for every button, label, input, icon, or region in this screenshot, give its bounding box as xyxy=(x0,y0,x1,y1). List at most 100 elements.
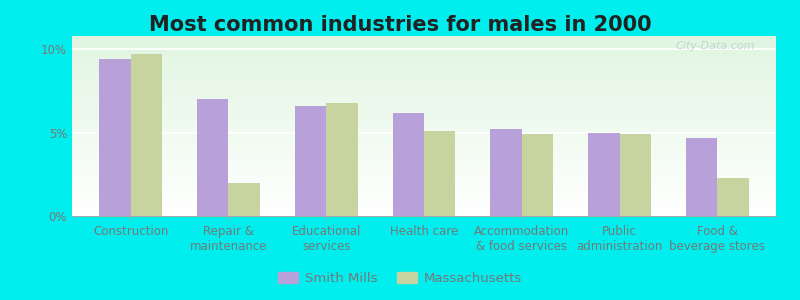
Bar xyxy=(72,153,776,155)
Bar xyxy=(72,58,776,59)
Bar xyxy=(72,131,776,133)
Bar xyxy=(72,54,776,56)
Bar xyxy=(72,92,776,94)
Bar xyxy=(72,176,776,178)
Bar xyxy=(72,160,776,162)
Bar xyxy=(72,205,776,207)
Bar xyxy=(72,173,776,175)
Bar xyxy=(72,162,776,164)
Bar xyxy=(72,85,776,86)
Bar xyxy=(72,119,776,121)
Bar xyxy=(72,68,776,70)
Bar xyxy=(72,164,776,166)
Bar xyxy=(72,113,776,115)
Bar xyxy=(72,140,776,142)
Bar xyxy=(72,185,776,187)
Bar xyxy=(229,183,260,216)
Bar xyxy=(72,121,776,122)
Bar xyxy=(197,99,229,216)
Bar xyxy=(72,117,776,119)
Bar xyxy=(72,77,776,79)
Bar xyxy=(72,40,776,41)
Bar xyxy=(72,198,776,200)
Bar xyxy=(72,56,776,58)
Bar xyxy=(393,113,424,216)
Bar xyxy=(72,124,776,126)
Bar xyxy=(72,99,776,101)
Bar xyxy=(72,157,776,158)
Bar xyxy=(619,134,651,216)
Bar xyxy=(72,196,776,198)
Bar xyxy=(72,88,776,90)
Bar xyxy=(72,175,776,176)
Bar xyxy=(72,133,776,135)
Bar xyxy=(72,146,776,148)
Bar xyxy=(72,200,776,202)
Bar xyxy=(72,189,776,191)
Bar xyxy=(72,209,776,211)
Bar xyxy=(686,138,718,216)
Bar xyxy=(72,144,776,146)
Bar xyxy=(72,193,776,194)
Bar xyxy=(72,103,776,104)
Bar xyxy=(72,142,776,144)
Bar xyxy=(72,79,776,81)
Bar xyxy=(72,128,776,130)
Bar xyxy=(72,171,776,173)
Bar xyxy=(72,178,776,180)
Bar xyxy=(72,67,776,68)
Bar xyxy=(72,90,776,92)
Legend: Smith Mills, Massachusetts: Smith Mills, Massachusetts xyxy=(273,267,527,290)
Bar xyxy=(72,169,776,171)
Bar xyxy=(72,101,776,103)
Bar xyxy=(72,126,776,128)
Bar xyxy=(72,180,776,182)
Bar xyxy=(72,49,776,50)
Bar xyxy=(72,137,776,139)
Text: City-Data.com: City-Data.com xyxy=(675,41,755,51)
Bar xyxy=(72,139,776,140)
Bar xyxy=(72,106,776,108)
Bar xyxy=(72,194,776,196)
Bar xyxy=(72,167,776,169)
Bar xyxy=(326,103,358,216)
Bar xyxy=(72,151,776,153)
Bar xyxy=(72,203,776,205)
Bar xyxy=(72,158,776,160)
Bar xyxy=(72,115,776,117)
Bar xyxy=(72,112,776,113)
Bar xyxy=(72,81,776,83)
Bar xyxy=(72,108,776,110)
Bar xyxy=(72,187,776,189)
Bar xyxy=(72,72,776,74)
Bar xyxy=(72,50,776,52)
Bar xyxy=(72,70,776,72)
Bar xyxy=(522,134,553,216)
Bar xyxy=(72,45,776,47)
Bar xyxy=(72,63,776,65)
Bar xyxy=(72,166,776,167)
Bar xyxy=(72,38,776,40)
Text: Most common industries for males in 2000: Most common industries for males in 2000 xyxy=(149,15,651,35)
Bar xyxy=(718,178,749,216)
Bar xyxy=(72,155,776,157)
Bar xyxy=(72,97,776,99)
Bar xyxy=(72,207,776,209)
Bar xyxy=(72,104,776,106)
Bar xyxy=(588,133,619,216)
Bar xyxy=(99,59,130,216)
Bar xyxy=(72,211,776,212)
Bar xyxy=(490,129,522,216)
Bar xyxy=(72,65,776,67)
Bar xyxy=(72,43,776,45)
Bar xyxy=(72,202,776,203)
Bar xyxy=(72,95,776,97)
Bar xyxy=(72,61,776,63)
Bar xyxy=(72,59,776,61)
Bar xyxy=(424,131,455,216)
Bar xyxy=(72,135,776,137)
Bar xyxy=(72,184,776,185)
Bar xyxy=(72,182,776,184)
Bar xyxy=(72,148,776,149)
Bar xyxy=(72,74,776,76)
